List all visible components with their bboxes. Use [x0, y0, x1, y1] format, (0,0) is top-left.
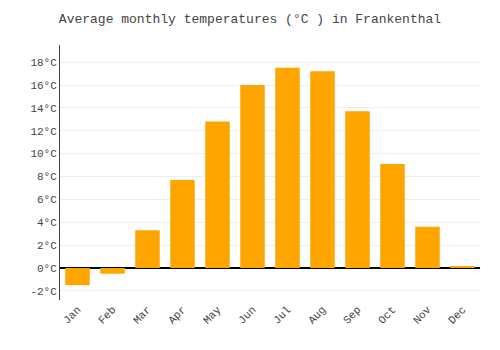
- svg-text:Jun: Jun: [236, 304, 258, 326]
- svg-text:10°C: 10°C: [30, 148, 57, 160]
- svg-text:4°C: 4°C: [37, 217, 57, 229]
- svg-text:Jan: Jan: [61, 304, 83, 326]
- svg-text:Nov: Nov: [411, 304, 434, 327]
- svg-text:14°C: 14°C: [30, 103, 57, 115]
- svg-text:Oct: Oct: [376, 304, 398, 326]
- svg-text:Apr: Apr: [166, 304, 188, 326]
- svg-text:18°C: 18°C: [30, 57, 57, 69]
- svg-text:0°C: 0°C: [37, 263, 57, 275]
- svg-text:Jul: Jul: [271, 304, 293, 326]
- svg-text:16°C: 16°C: [30, 80, 57, 92]
- svg-text:8°C: 8°C: [37, 171, 57, 183]
- svg-text:Average monthly temperatures (: Average monthly temperatures (°C ) in Fr…: [59, 12, 441, 27]
- svg-text:12°C: 12°C: [30, 126, 57, 138]
- svg-text:-2°C: -2°C: [30, 286, 57, 298]
- svg-text:May: May: [201, 304, 224, 327]
- svg-text:Mar: Mar: [131, 304, 153, 326]
- svg-text:Feb: Feb: [96, 304, 118, 326]
- svg-text:2°C: 2°C: [37, 240, 57, 252]
- svg-text:Sep: Sep: [341, 304, 363, 326]
- svg-text:6°C: 6°C: [37, 194, 57, 206]
- svg-text:Aug: Aug: [306, 304, 328, 326]
- svg-text:Dec: Dec: [446, 304, 468, 326]
